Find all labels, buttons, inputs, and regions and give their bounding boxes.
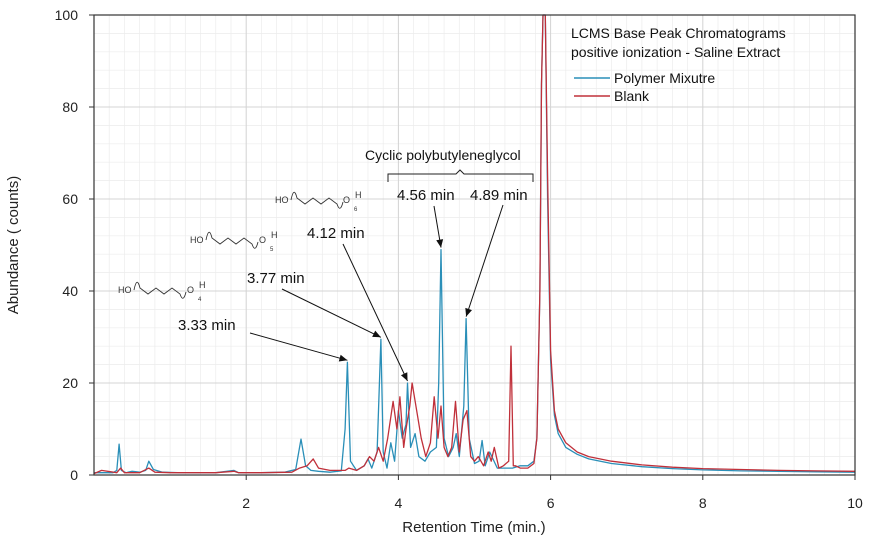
y-tick-label: 100 (55, 7, 79, 23)
structure-n5-prefix: HO (190, 235, 204, 245)
peak-arrow-line (342, 243, 408, 382)
legend-label-polymer: Polymer Mixutre (614, 70, 715, 86)
plot-frame (93, 14, 856, 476)
structure-n6-h: H (355, 190, 362, 200)
peak-arrows (249, 204, 504, 382)
x-tick-label: 2 (242, 495, 250, 511)
structure-n6: HO O H 6 (275, 190, 362, 213)
peak-arrow-head (338, 354, 348, 362)
peak-label-3-33: 3.33 min (178, 317, 236, 334)
structure-n4-oxygen: O (187, 285, 194, 295)
structure-n5-chain (205, 231, 259, 249)
peak-arrow-head (465, 307, 472, 317)
peak-label-4-12: 4.12 min (307, 225, 365, 242)
cyclic-bracket: Cyclic polybutyleneglycol (365, 147, 534, 182)
legend-label-blank: Blank (614, 88, 650, 104)
x-tick-label: 10 (847, 495, 863, 511)
peak-arrow-line (465, 204, 504, 317)
peak-arrow-head (400, 372, 408, 381)
bracket-label: Cyclic polybutyleneglycol (365, 147, 521, 163)
structure-n4-chain (133, 281, 187, 299)
x-axis-title: Retention Time (min.) (402, 519, 545, 536)
peak-arrow-line (281, 288, 382, 338)
structure-n5: HO O H 5 (190, 230, 278, 253)
x-tick-label: 8 (699, 495, 707, 511)
peak-arrow-head (372, 330, 381, 338)
structure-n4: HO O H 4 (118, 280, 206, 303)
legend-title-line-1: LCMS Base Peak Chromatograms (571, 25, 786, 41)
peak-arrow-head (436, 239, 444, 248)
y-axis-title: Abundance ( counts) (5, 176, 22, 314)
y-tick-label: 60 (62, 191, 78, 207)
structure-n5-h: H (271, 230, 278, 240)
y-tick-label: 0 (70, 467, 78, 483)
structure-n4-h: H (199, 280, 206, 290)
structure-n5-subscript: 5 (270, 247, 274, 253)
structure-n4-prefix: HO (118, 285, 132, 295)
y-axis: 0 20 40 60 80 100 (55, 7, 94, 483)
structure-n6-oxygen: O (343, 195, 350, 205)
peak-label-3-77: 3.77 min (247, 270, 305, 287)
bracket-shape (387, 169, 534, 182)
structure-n6-subscript: 6 (354, 207, 358, 213)
x-axis: 2 4 6 8 10 (242, 475, 863, 511)
structure-n6-prefix: HO (275, 195, 289, 205)
peak-arrow-line (249, 332, 348, 361)
peak-label-4-89: 4.89 min (470, 187, 528, 204)
y-tick-label: 20 (62, 375, 78, 391)
peak-label-4-56: 4.56 min (397, 187, 455, 204)
legend: LCMS Base Peak Chromatograms positive io… (571, 25, 786, 104)
x-tick-label: 6 (547, 495, 555, 511)
legend-title-line-2: positive ionization - Saline Extract (571, 44, 780, 60)
y-tick-label: 40 (62, 283, 78, 299)
series-line-blank (93, 14, 856, 475)
y-tick-label: 80 (62, 99, 78, 115)
structure-n4-subscript: 4 (198, 297, 202, 303)
structure-n6-chain (290, 191, 344, 209)
structure-n5-oxygen: O (259, 235, 266, 245)
x-tick-label: 4 (395, 495, 403, 511)
